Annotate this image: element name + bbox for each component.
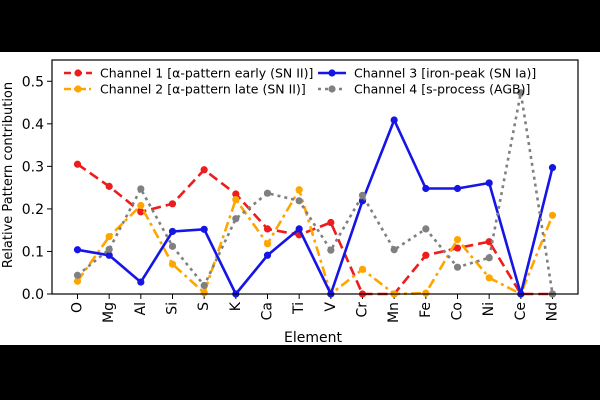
data-point-channel-4 — [358, 191, 367, 199]
data-point-channel-4 — [168, 242, 177, 250]
data-point-channel-2 — [73, 277, 82, 285]
x-tick-label-al: Al — [133, 302, 149, 315]
data-point-channel-3 — [422, 184, 430, 193]
series-line-channel-3 — [77, 118, 554, 296]
data-point-channel-3 — [390, 116, 398, 124]
data-point-channel-4 — [105, 245, 113, 253]
data-point-channel-2 — [168, 260, 177, 268]
data-point-channel-4 — [200, 281, 208, 290]
y-tick-label: 0.1 — [22, 244, 44, 260]
data-point-channel-1 — [200, 166, 208, 174]
series-line-channel-4 — [76, 91, 554, 295]
data-point-channel-4 — [263, 189, 272, 197]
x-tick-label-s: S — [196, 302, 212, 311]
data-point-channel-3 — [485, 179, 493, 187]
data-point-channel-4 — [390, 246, 398, 254]
x-tick-label-ca: Ca — [260, 302, 276, 320]
data-point-channel-2 — [422, 289, 430, 297]
legend-label-channel-2: Channel 2 [α-pattern late (SN II)] — [100, 82, 306, 97]
data-point-channel-2 — [200, 289, 208, 297]
data-point-channel-2 — [232, 195, 240, 204]
x-tick-label-mn: Mn — [386, 302, 402, 323]
x-tick-label-mg: Mg — [101, 302, 117, 323]
data-point-channel-3 — [168, 227, 177, 236]
x-tick-label-nd: Nd — [545, 302, 561, 321]
legend-label-channel-1: Channel 1 [α-pattern early (SN II)] — [100, 66, 313, 81]
data-point-channel-2 — [105, 232, 113, 241]
data-point-channel-1 — [485, 238, 493, 246]
x-tick-label-ce: Ce — [513, 302, 529, 320]
data-point-channel-3 — [263, 251, 272, 259]
y-tick-label: 0.2 — [22, 202, 44, 218]
plot-area: 0.0 0.1 0.2 0.3 0.4 0.5 O Mg Al Si S K Ca Ti V Cr Mn Fe Co… — [22, 59, 579, 323]
data-point-channel-2 — [263, 240, 272, 248]
x-axis-label: Element — [284, 330, 342, 346]
data-point-channel-2 — [548, 211, 557, 219]
axes-frame — [51, 59, 579, 295]
x-tick-label-cr: Cr — [355, 302, 371, 318]
x-tick-label-v: V — [323, 302, 339, 312]
data-point-channel-3 — [295, 225, 303, 233]
data-point-channel-1 — [168, 200, 177, 208]
y-tick-label: 0.0 — [22, 287, 44, 303]
legend-marker-channel-1 — [74, 69, 82, 77]
data-point-channel-1 — [453, 244, 462, 252]
legend-label-channel-3: Channel 3 [iron-peak (SN Ia)] — [354, 66, 536, 81]
legend-label-channel-4: Channel 4 [s-process (AGB)] — [354, 82, 530, 97]
data-point-channel-1 — [105, 182, 113, 190]
data-point-channel-2 — [295, 186, 303, 194]
data-point-channel-3 — [548, 164, 557, 172]
data-point-channel-2 — [485, 274, 493, 282]
legend-marker-channel-2 — [74, 85, 82, 93]
x-tick-label-ti: Ti — [291, 302, 307, 315]
legend-marker-channel-4 — [328, 85, 336, 93]
data-point-channel-1 — [73, 160, 82, 168]
data-point-channel-1 — [137, 208, 145, 216]
data-point-channel-1 — [263, 225, 272, 233]
data-point-channel-4 — [422, 225, 430, 233]
series-line-channel-1 — [76, 163, 553, 296]
data-point-channel-2 — [453, 235, 462, 244]
data-point-channel-3 — [73, 246, 82, 254]
data-point-channel-3 — [105, 251, 113, 259]
x-tick-label-k: K — [228, 301, 244, 311]
series-line-channel-2 — [76, 188, 554, 296]
data-point-channel-4 — [73, 271, 82, 279]
x-tick-label-si: Si — [165, 302, 181, 315]
data-point-channel-3 — [453, 184, 462, 193]
data-point-channel-4 — [232, 215, 240, 223]
data-point-channel-4 — [137, 185, 145, 193]
x-tick-label-co: Co — [450, 302, 466, 320]
y-tick-label: 0.5 — [22, 74, 44, 90]
data-point-channel-4 — [517, 89, 525, 97]
data-point-channel-4 — [453, 263, 462, 271]
data-point-channel-2 — [358, 265, 367, 273]
data-point-channel-2 — [137, 201, 145, 210]
y-axis-label: Relative Pattern contribution — [1, 82, 16, 268]
data-point-channel-1 — [327, 218, 335, 227]
y-tick-label: 0.4 — [22, 117, 44, 133]
data-point-channel-3 — [200, 225, 208, 233]
data-point-channel-4 — [485, 254, 493, 262]
data-point-channel-3 — [137, 278, 145, 286]
data-point-channel-4 — [295, 197, 303, 205]
legend-marker-channel-3 — [328, 69, 336, 77]
y-tick-label: 0.3 — [22, 159, 44, 175]
x-tick-label-ni: Ni — [481, 302, 497, 316]
data-point-channel-1 — [422, 251, 430, 259]
data-point-channel-4 — [327, 246, 335, 254]
x-tick-label-fe: Fe — [418, 302, 434, 318]
data-point-channel-1 — [232, 190, 240, 198]
x-tick-label-o: O — [70, 302, 86, 313]
